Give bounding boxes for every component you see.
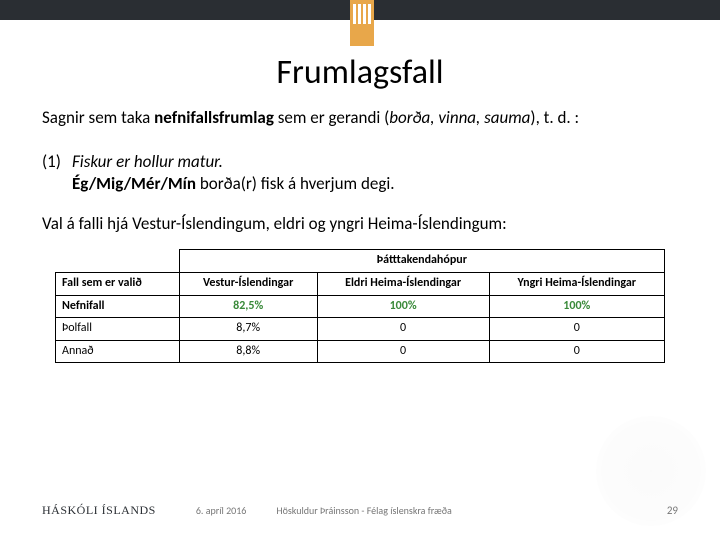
- table-col-2: Eldri Heima-Íslendingar: [317, 272, 489, 295]
- cell: 0: [489, 340, 664, 363]
- text-bold: Ég/Mig/Mér/Mín: [72, 173, 196, 194]
- row-label: Annað: [56, 340, 180, 363]
- table-blank-cell: [56, 250, 180, 273]
- cell: 100%: [489, 295, 664, 318]
- table-row: Annað 8,8% 0 0: [56, 340, 665, 363]
- table-superheader: Þátttakendahópur: [179, 250, 664, 273]
- table-col-3: Yngri Heima-Íslendingar: [489, 272, 664, 295]
- cell: 0: [489, 318, 664, 341]
- table-row: Þolfall 8,7% 0 0: [56, 318, 665, 341]
- table-row: Nefnifall 82,5% 100% 100%: [56, 295, 665, 318]
- table-header-row: Fall sem er valið Vestur-Íslendingar Eld…: [56, 272, 665, 295]
- text: sem er gerandi (: [274, 107, 389, 128]
- cell: 8,7%: [179, 318, 317, 341]
- table-intro: Val á falli hjá Vestur-Íslendingum, eldr…: [42, 213, 678, 235]
- table-col-0: Fall sem er valið: [56, 272, 180, 295]
- row-label: Nefnifall: [56, 295, 180, 318]
- table-superheader-row: Þátttakendahópur: [56, 250, 665, 273]
- table-col-1: Vestur-Íslendingar: [179, 272, 317, 295]
- example-line-2: Ég/Mig/Mér/Mín borða(r) fisk á hverjum d…: [72, 173, 678, 195]
- footer-university: HÁSKÓLI ÍSLANDS: [42, 503, 156, 518]
- example-block: (1) Fiskur er hollur matur. Ég/Mig/Mér/M…: [42, 151, 678, 195]
- text-italic: borða, vinna, sauma: [389, 107, 530, 128]
- cell: 0: [317, 340, 489, 363]
- text: borða(r) fisk á hverjum degi.: [196, 173, 395, 194]
- example-body: Fiskur er hollur matur. Ég/Mig/Mér/Mín b…: [72, 151, 678, 195]
- text: Sagnir sem taka: [42, 107, 154, 128]
- slide-body: Sagnir sem taka nefnifallsfrumlag sem er…: [0, 93, 720, 363]
- example-line-1: Fiskur er hollur matur.: [72, 151, 678, 173]
- intro-paragraph: Sagnir sem taka nefnifallsfrumlag sem er…: [42, 107, 678, 129]
- example-number: (1): [42, 151, 72, 195]
- slide-title: Frumlagsfall: [0, 52, 720, 93]
- table-body: Nefnifall 82,5% 100% 100% Þolfall 8,7% 0…: [56, 295, 665, 363]
- text-bold: nefnifallsfrumlag: [154, 107, 274, 128]
- cell: 8,8%: [179, 340, 317, 363]
- footer-page-number: 29: [667, 504, 678, 517]
- slide-footer: HÁSKÓLI ÍSLANDS 6. apríl 2016 Höskuldur …: [0, 503, 720, 518]
- footer-date: 6. apríl 2016: [196, 504, 247, 517]
- cell: 100%: [317, 295, 489, 318]
- results-table: Þátttakendahópur Fall sem er valið Vestu…: [55, 249, 665, 363]
- footer-credit: Höskuldur Þráinsson - Félag íslenskra fr…: [276, 504, 451, 517]
- cell: 82,5%: [179, 295, 317, 318]
- row-label: Þolfall: [56, 318, 180, 341]
- text: ), t. d. :: [530, 107, 579, 128]
- cell: 0: [317, 318, 489, 341]
- university-logo-icon: [350, 0, 374, 46]
